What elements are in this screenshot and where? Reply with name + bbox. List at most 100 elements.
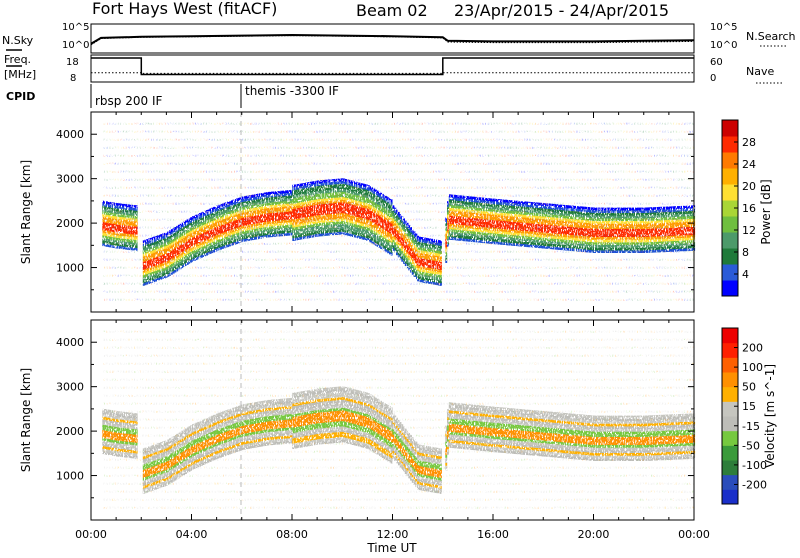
- echo-cell: [415, 244, 417, 247]
- echo-cell: [324, 183, 326, 186]
- echo-cell: [248, 198, 250, 201]
- echo-cell: [502, 221, 504, 224]
- echo-cell: [211, 248, 213, 251]
- echo-cell: [533, 232, 535, 235]
- echo-cell: [426, 278, 428, 281]
- echo-cell: [159, 245, 161, 248]
- echo-cell: [579, 246, 581, 249]
- echo-cell: [405, 239, 407, 242]
- echo-cell: [349, 231, 351, 234]
- echo-cell: [280, 231, 282, 234]
- echo-cell: [298, 184, 300, 187]
- echo-cell: [199, 253, 201, 256]
- echo-cell: [595, 216, 597, 219]
- echo-cell: [396, 252, 398, 255]
- echo-cell: [540, 222, 542, 225]
- echo-cell: [113, 240, 115, 243]
- echo-cell: [301, 191, 303, 194]
- echo-cell: [456, 222, 458, 225]
- echo-cell: [563, 240, 565, 243]
- echo-cell: [498, 204, 500, 207]
- echo-cell: [181, 263, 183, 266]
- echo-cell: [473, 221, 475, 224]
- echo-cell: [222, 238, 224, 241]
- echo-cell: [472, 237, 474, 240]
- echo-cell: [183, 248, 185, 251]
- echo-cell: [199, 221, 201, 224]
- echo-cell: [276, 197, 278, 200]
- echo-cell: [371, 222, 373, 225]
- echo-cell: [266, 232, 268, 235]
- echo-cell: [132, 213, 134, 216]
- echo-cell: [401, 246, 403, 249]
- echo-cell: [410, 246, 412, 249]
- echo-cell: [287, 230, 289, 233]
- echo-cell: [530, 223, 532, 226]
- echo-cell: [352, 232, 354, 235]
- echo-cell: [315, 208, 317, 211]
- echo-cell: [189, 232, 191, 235]
- echo-cell: [451, 205, 453, 208]
- echo-cell: [296, 232, 298, 235]
- echo-cell: [415, 268, 417, 271]
- echo-cell: [584, 231, 586, 234]
- echo-cell: [234, 231, 236, 234]
- echo-cell: [127, 215, 129, 218]
- echo-cell: [345, 192, 347, 195]
- echo-cell: [268, 205, 270, 208]
- echo-cell: [428, 246, 430, 249]
- echo-cell: [185, 255, 187, 258]
- echo-cell: [570, 216, 572, 219]
- echo-cell: [373, 229, 375, 232]
- echo-cell: [452, 213, 454, 216]
- echo-cell: [120, 230, 122, 233]
- echo-cell: [278, 199, 280, 202]
- echo-cell: [312, 216, 314, 219]
- echo-cell: [324, 191, 326, 194]
- echo-cell: [303, 199, 305, 202]
- echo-cell: [480, 237, 482, 240]
- echo-cell: [368, 239, 370, 242]
- echo-cell: [340, 205, 342, 208]
- echo-cell: [503, 221, 505, 224]
- freq-series-line: [91, 58, 694, 75]
- echo-cell: [229, 222, 231, 225]
- echo-cell: [155, 271, 157, 274]
- echo-cell: [459, 230, 461, 233]
- echo-cell: [299, 184, 301, 187]
- echo-cell: [472, 207, 474, 210]
- echo-cell: [313, 229, 315, 232]
- echo-cell: [412, 240, 414, 243]
- echo-cell: [271, 213, 273, 216]
- echo-cell: [528, 223, 530, 226]
- echo-cell: [540, 224, 542, 227]
- echo-cell: [590, 231, 592, 234]
- echo-cell: [185, 253, 187, 256]
- echo-cell: [296, 200, 298, 203]
- echo-cell: [482, 200, 484, 203]
- echo-cell: [502, 229, 504, 232]
- echo-cell: [115, 206, 117, 209]
- echo-cell: [561, 247, 563, 250]
- echo-cell: [259, 207, 261, 210]
- echo-cell: [505, 224, 507, 227]
- echo-cell: [217, 232, 219, 235]
- echo-cell: [516, 222, 518, 225]
- echo-cell: [299, 192, 301, 195]
- echo-cell: [342, 213, 344, 216]
- echo-cell: [275, 215, 277, 218]
- echo-cell: [231, 214, 233, 217]
- echo-cell: [227, 207, 229, 210]
- echo-cell: [495, 223, 497, 226]
- echo-cell: [491, 239, 493, 242]
- echo-cell: [145, 253, 147, 256]
- echo-cell: [431, 255, 433, 258]
- echo-cell: [180, 237, 182, 240]
- echo-cell: [563, 224, 565, 227]
- echo-cell: [498, 215, 500, 218]
- echo-cell: [350, 204, 352, 207]
- echo-cell: [378, 205, 380, 208]
- echo-cell: [225, 221, 227, 224]
- echo-cell: [378, 221, 380, 224]
- echo-cell: [572, 222, 574, 225]
